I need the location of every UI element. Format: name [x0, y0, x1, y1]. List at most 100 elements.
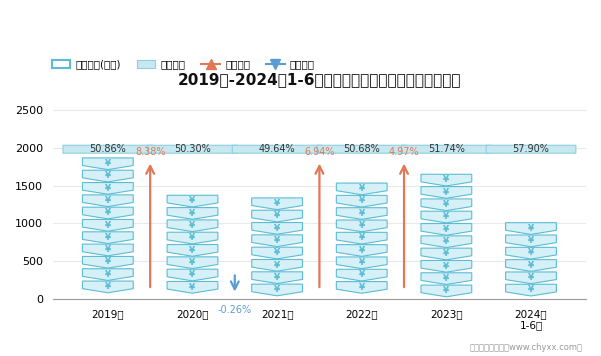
Text: 8.38%: 8.38%: [135, 147, 165, 157]
Text: ¥: ¥: [359, 221, 365, 230]
Text: ¥: ¥: [105, 196, 111, 205]
Text: ¥: ¥: [528, 236, 534, 245]
Polygon shape: [167, 282, 218, 293]
Polygon shape: [82, 244, 133, 256]
Polygon shape: [167, 269, 218, 281]
Text: ¥: ¥: [444, 249, 450, 258]
Text: ¥: ¥: [359, 270, 365, 279]
FancyBboxPatch shape: [401, 145, 491, 153]
Text: 6.94%: 6.94%: [304, 147, 335, 157]
Polygon shape: [167, 220, 218, 232]
Text: ¥: ¥: [189, 233, 195, 242]
Text: ¥: ¥: [359, 283, 365, 292]
Text: ¥: ¥: [105, 245, 111, 254]
Text: ¥: ¥: [274, 211, 280, 220]
Polygon shape: [252, 210, 302, 222]
Text: ¥: ¥: [105, 233, 111, 242]
FancyBboxPatch shape: [232, 145, 322, 153]
Text: ¥: ¥: [359, 209, 365, 218]
Text: ¥: ¥: [274, 236, 280, 245]
Polygon shape: [82, 232, 133, 244]
Polygon shape: [252, 284, 302, 296]
Text: ¥: ¥: [274, 248, 280, 257]
Text: ¥: ¥: [444, 262, 450, 271]
Text: ¥: ¥: [444, 176, 450, 184]
Text: ¥: ¥: [444, 188, 450, 197]
Polygon shape: [337, 269, 387, 281]
Polygon shape: [337, 282, 387, 293]
FancyBboxPatch shape: [486, 145, 576, 153]
Text: 57.90%: 57.90%: [513, 144, 549, 154]
Text: ¥: ¥: [528, 248, 534, 257]
Polygon shape: [337, 232, 387, 244]
Text: 50.68%: 50.68%: [343, 144, 380, 154]
Polygon shape: [337, 245, 387, 256]
Text: ¥: ¥: [359, 197, 365, 205]
Polygon shape: [421, 199, 472, 211]
Polygon shape: [505, 235, 557, 247]
Polygon shape: [421, 224, 472, 235]
Polygon shape: [82, 256, 133, 268]
Polygon shape: [337, 208, 387, 219]
Polygon shape: [421, 187, 472, 198]
Polygon shape: [167, 245, 218, 256]
Text: ¥: ¥: [189, 258, 195, 267]
Text: ¥: ¥: [274, 285, 280, 294]
Text: -0.26%: -0.26%: [218, 305, 252, 315]
Polygon shape: [421, 273, 472, 284]
Polygon shape: [252, 247, 302, 259]
FancyBboxPatch shape: [317, 145, 407, 153]
Text: 50.30%: 50.30%: [174, 144, 211, 154]
Text: ¥: ¥: [105, 159, 111, 168]
Text: ¥: ¥: [444, 225, 450, 234]
Polygon shape: [505, 272, 557, 284]
Text: ¥: ¥: [105, 221, 111, 230]
Polygon shape: [82, 170, 133, 182]
Text: ¥: ¥: [105, 171, 111, 180]
Text: ¥: ¥: [359, 246, 365, 255]
Text: ¥: ¥: [359, 234, 365, 242]
Polygon shape: [421, 261, 472, 272]
Text: ¥: ¥: [444, 212, 450, 221]
Polygon shape: [337, 195, 387, 207]
Text: ¥: ¥: [105, 282, 111, 291]
Polygon shape: [167, 257, 218, 268]
Text: 51.74%: 51.74%: [428, 144, 465, 154]
Polygon shape: [167, 195, 218, 207]
Text: ¥: ¥: [189, 196, 195, 205]
Polygon shape: [421, 174, 472, 186]
Polygon shape: [252, 235, 302, 247]
Polygon shape: [252, 198, 302, 210]
Polygon shape: [82, 269, 133, 281]
Text: 4.97%: 4.97%: [389, 147, 419, 157]
Text: ¥: ¥: [444, 237, 450, 246]
Polygon shape: [82, 183, 133, 194]
Text: ¥: ¥: [189, 270, 195, 279]
Text: 50.86%: 50.86%: [90, 144, 126, 154]
Legend: 累计保费(亿元), 寿险占比, 同比增加, 同比减少: 累计保费(亿元), 寿险占比, 同比增加, 同比减少: [47, 55, 319, 74]
Polygon shape: [82, 158, 133, 169]
Text: ¥: ¥: [105, 184, 111, 193]
Polygon shape: [337, 220, 387, 232]
Text: ¥: ¥: [274, 261, 280, 269]
Polygon shape: [252, 222, 302, 234]
Polygon shape: [82, 207, 133, 219]
Text: 制图：智研咨询（www.chyxx.com）: 制图：智研咨询（www.chyxx.com）: [470, 344, 583, 352]
Polygon shape: [167, 232, 218, 244]
Polygon shape: [82, 281, 133, 293]
Text: ¥: ¥: [359, 258, 365, 267]
Polygon shape: [421, 236, 472, 247]
Title: 2019年-2024年1-6月湖南省累计原保险保费收入统计图: 2019年-2024年1-6月湖南省累计原保险保费收入统计图: [178, 72, 461, 87]
Text: ¥: ¥: [528, 285, 534, 294]
Polygon shape: [505, 284, 557, 296]
Text: ¥: ¥: [189, 283, 195, 292]
Text: ¥: ¥: [528, 273, 534, 282]
Text: ¥: ¥: [189, 246, 195, 255]
Text: ¥: ¥: [444, 200, 450, 209]
Polygon shape: [337, 183, 387, 195]
Polygon shape: [505, 260, 557, 271]
FancyBboxPatch shape: [148, 145, 237, 153]
Polygon shape: [421, 248, 472, 260]
Polygon shape: [167, 208, 218, 219]
Text: ¥: ¥: [105, 208, 111, 217]
